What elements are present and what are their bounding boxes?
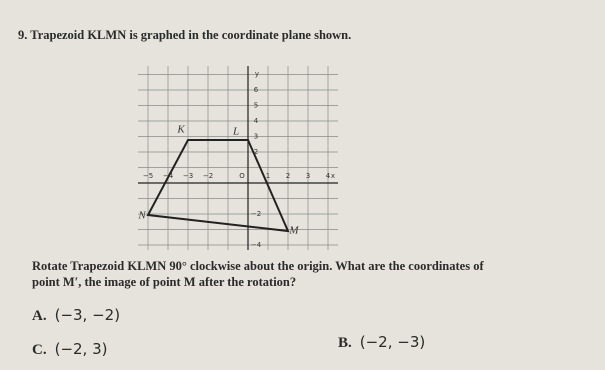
x-tick-label: −2 [203,172,213,180]
y-tick-label: 6 [254,86,259,94]
choice-text: (−2, −3) [359,333,426,351]
x-tick-label: 2 [286,172,290,180]
question-prompt: Rotate Trapezoid KLMN 90° clockwise abou… [32,259,484,289]
y-tick-label: 4 [254,117,259,125]
choice-letter: C. [32,342,47,358]
point-label: K [176,124,185,136]
origin-label: O [239,172,245,180]
x-tick-label: 1 [266,172,270,180]
point-label: L [232,126,239,138]
x-tick-label: −3 [183,172,193,180]
choice[interactable]: B. (−2, −3) [338,333,425,352]
axis-label: y [255,70,259,78]
y-tick-label: 5 [254,102,258,110]
choice[interactable]: C. (−2, 3) [32,340,108,359]
choice-letter: A. [32,308,47,324]
choice-text: (−2, 3) [54,340,108,358]
x-tick-label: −5 [143,172,153,180]
y-tick-label: −2 [251,210,261,218]
x-tick-label: 4 [326,172,331,180]
y-tick-label: 2 [254,148,258,156]
question-text: Trapezoid KLMN is graphed in the coordin… [30,28,352,42]
trapezoid [146,139,290,233]
point-label: M [288,225,299,237]
choice[interactable]: A. (−3, −2) [32,306,120,325]
x-tick-label: 3 [306,172,310,180]
question: 9. Trapezoid KLMN is graphed in the coor… [18,28,351,43]
choice-text: (−3, −2) [54,306,121,324]
question-number: 9. [18,28,28,42]
point-label: N [137,210,146,222]
y-tick-label: 3 [254,133,258,141]
choice-letter: B. [338,335,352,351]
y-tick-label: −4 [251,241,262,249]
axis-label: x [331,172,335,180]
x-tick-label: −4 [163,172,174,180]
